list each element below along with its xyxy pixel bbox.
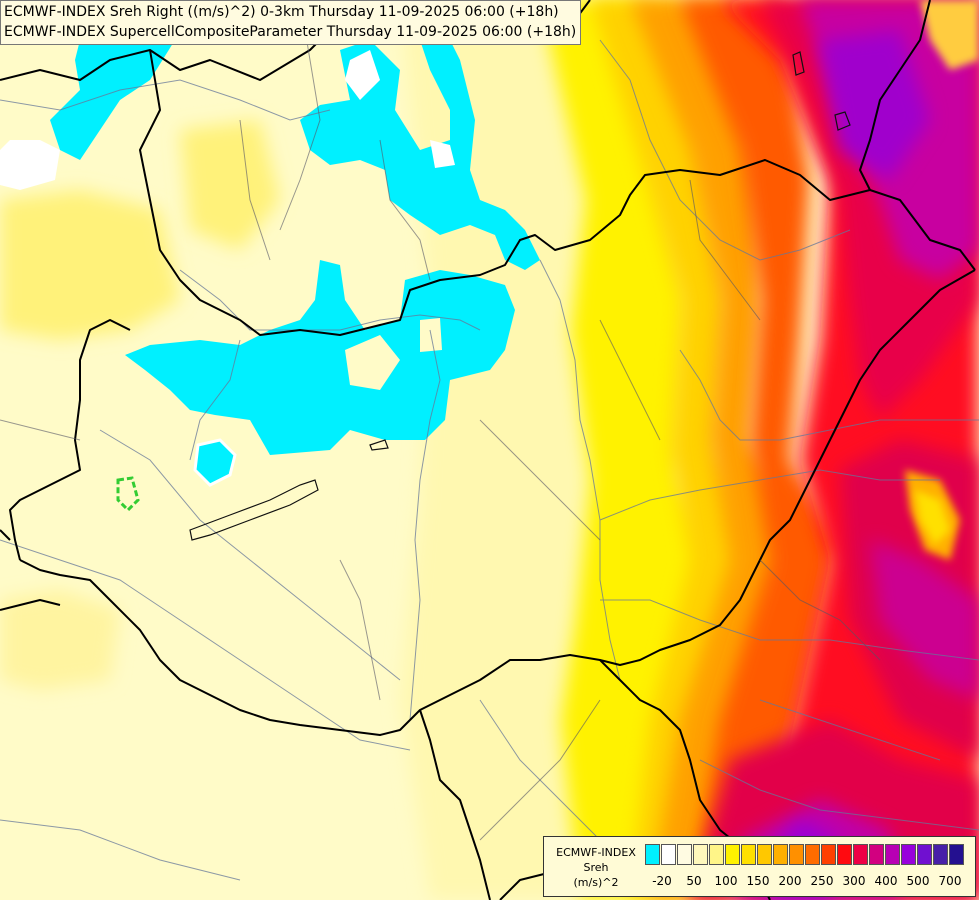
map-title: ECMWF-INDEX Sreh Right ((m/s)^2) 0-3km T…: [0, 0, 582, 45]
legend-swatch: [853, 844, 868, 865]
scp-contour: [116, 476, 140, 513]
color-legend: ECMWF-INDEX Sreh (m/s)^2 -20 50 100 150 200 2…: [543, 836, 976, 897]
legend-swatch: [917, 844, 932, 865]
legend-label: 150: [746, 874, 770, 888]
legend-swatch: [757, 844, 772, 865]
legend-source: ECMWF-INDEX: [556, 846, 636, 859]
legend-labels: -20 50 100 150 200 250 300 400 500 700: [645, 874, 975, 890]
legend-swatch: [837, 844, 852, 865]
legend-swatch: [709, 844, 724, 865]
legend-label: 250: [810, 874, 834, 888]
legend-swatch: [677, 844, 692, 865]
legend-label: 400: [874, 874, 898, 888]
legend-swatch: [901, 844, 916, 865]
legend-label: 50: [686, 874, 702, 888]
legend-swatch: [885, 844, 900, 865]
legend-title: ECMWF-INDEX Sreh (m/s)^2: [548, 845, 644, 890]
legend-label: -20: [652, 874, 672, 888]
legend-swatch: [789, 844, 804, 865]
legend-label: 100: [714, 874, 738, 888]
title-line-1: ECMWF-INDEX Sreh Right ((m/s)^2) 0-3km T…: [4, 4, 559, 20]
legend-swatch: [741, 844, 756, 865]
legend-label: 700: [938, 874, 962, 888]
legend-swatch: [821, 844, 836, 865]
legend-label: 200: [778, 874, 802, 888]
lakes: [189, 51, 851, 541]
legend-color-bar: [645, 844, 965, 865]
legend-swatch: [645, 844, 660, 865]
legend-swatch: [949, 844, 964, 865]
legend-label: 500: [906, 874, 930, 888]
legend-swatch: [933, 844, 948, 865]
legend-swatch: [661, 844, 676, 865]
near-zero-areas: [0, 50, 455, 190]
title-line-2: ECMWF-INDEX SupercellCompositeParameter …: [4, 24, 577, 40]
legend-variable: Sreh: [583, 861, 609, 874]
legend-swatch: [725, 844, 740, 865]
legend-swatch: [869, 844, 884, 865]
legend-unit: (m/s)^2: [573, 876, 619, 889]
legend-swatch: [773, 844, 788, 865]
legend-label: 300: [842, 874, 866, 888]
legend-swatch: [805, 844, 820, 865]
legend-swatch: [693, 844, 708, 865]
